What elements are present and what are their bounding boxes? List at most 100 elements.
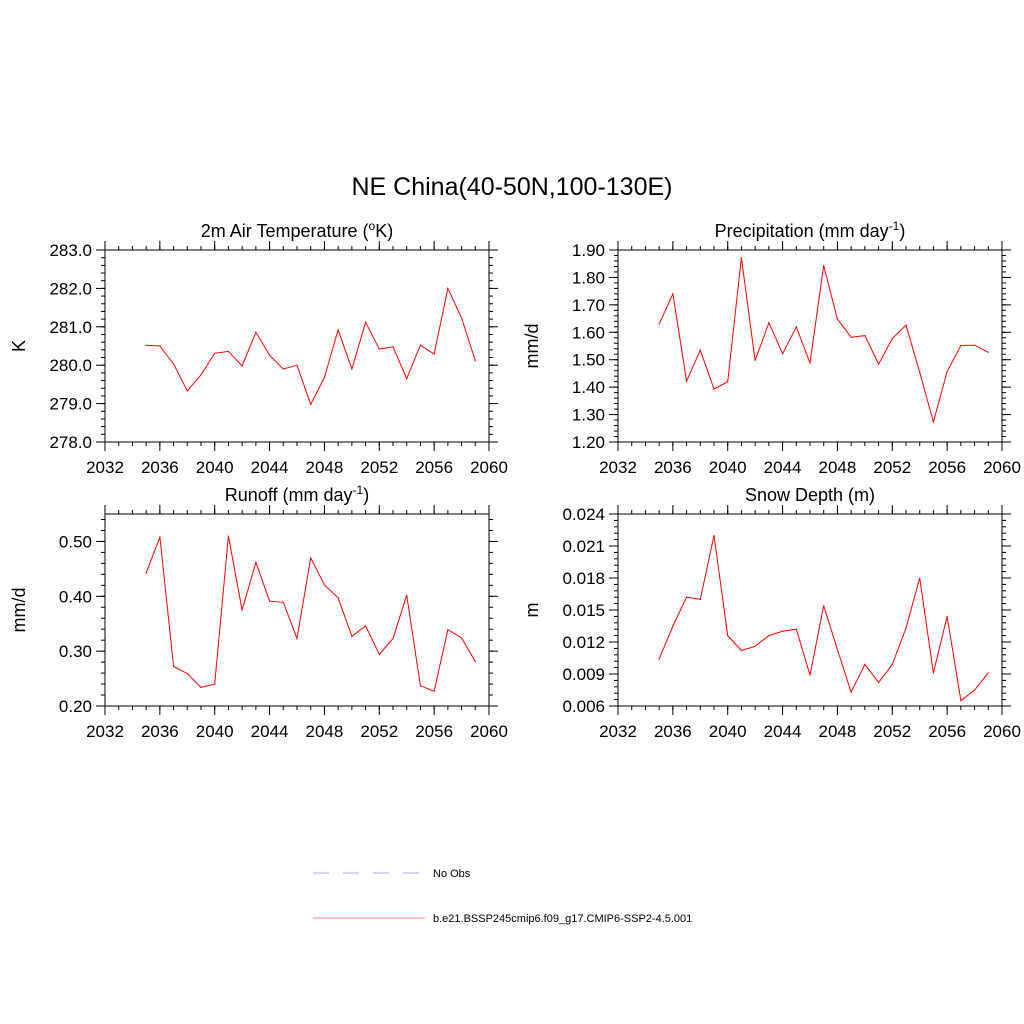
x-tick-label: 2060 [983,722,1021,741]
x-tick-label: 2060 [470,722,508,741]
y-tick-label: 281.0 [49,318,92,337]
panel-title: Precipitation (mm day-1) [715,219,906,241]
data-point [351,635,353,637]
data-point [795,628,797,630]
y-tick-label: 0.006 [562,697,605,716]
y-axis-label: K [9,340,29,352]
data-point [932,421,935,423]
x-tick-label: 2056 [415,458,453,477]
y-tick-label: 283.0 [49,241,92,260]
data-point [447,287,449,289]
panel-title: Runoff (mm day-1) [225,483,369,505]
x-tick-label: 2048 [306,458,344,477]
data-point [850,691,852,693]
data-point [891,663,893,666]
y-tick-label: 0.018 [562,569,605,588]
data-point [227,350,230,352]
data-point [864,334,866,337]
legend: No Obs b.e21.BSSP245cmip6.f09_g17.CMIP6-S… [313,868,692,925]
data-point [919,371,921,373]
data-point [781,630,784,632]
y-tick-label: 1.50 [572,351,605,370]
data-point [727,635,729,637]
panel-precipitation: Precipitation (mm day-1) mm/d 2032 2036 2040… [522,219,1021,477]
data-point [282,601,284,603]
y-tick-label: 0.40 [59,587,92,606]
y-tick-label: 1.20 [572,433,605,452]
x-tick-label: 2044 [764,722,802,741]
panel-runoff: Runoff (mm day-1) mm/d 2032 2036 2040 2044 204… [9,483,508,741]
data-point [378,348,380,350]
x-tick-label: 2040 [709,722,747,741]
data-point [433,690,435,692]
data-point [685,380,688,382]
data-point [159,536,161,538]
data-point [877,681,880,684]
y-tick-label: 278.0 [49,433,92,452]
x-tick-label: 2044 [764,458,802,477]
y-tick-label: 0.30 [59,642,92,661]
data-point [255,561,257,563]
y-axis-label: mm/d [522,324,542,369]
data-point [406,378,408,380]
data-point [699,349,701,351]
x-tick-label: 2040 [709,458,747,477]
data-point [460,317,463,319]
y-tick-label: 1.60 [572,323,605,342]
panel-title: Snow Depth (m) [745,485,875,505]
data-point [685,596,688,598]
y-axis-label: mm/d [9,588,29,633]
data-point [460,637,463,639]
x-tick-label: 2052 [360,722,398,741]
data-point [474,660,476,663]
data-point [241,365,243,367]
data-point [392,637,394,640]
x-tick-label: 2052 [360,458,398,477]
data-point [795,326,797,328]
x-tick-label: 2048 [819,458,857,477]
y-tick-label: 1.80 [572,268,605,287]
data-point [392,346,394,348]
x-tick-label: 2060 [983,458,1021,477]
y-tick-label: 1.70 [572,296,605,315]
x-tick-label: 2040 [196,722,234,741]
data-point [268,600,271,602]
x-tick-label: 2060 [470,458,508,477]
x-tick-label: 2036 [141,458,179,477]
data-point [987,672,989,674]
data-point [891,337,893,340]
legend-label: b.e21.BSSP245cmip6.f09_g17.CMIP6-SSP2-4.… [433,913,692,925]
data-point [337,329,339,331]
y-tick-label: 0.015 [562,601,605,620]
x-tick-label: 2044 [251,722,289,741]
x-tick-label: 2056 [928,458,966,477]
data-point [809,362,811,364]
data-point [946,370,948,373]
plot-frame [617,249,1003,443]
data-point [768,322,770,324]
series-line [146,286,476,406]
data-point [809,674,811,676]
x-tick-label: 2032 [599,458,637,477]
y-tick-label: 0.024 [562,505,605,524]
data-point [987,351,989,353]
data-point [159,345,161,347]
y-tick-label: 0.50 [59,532,92,551]
y-tick-label: 0.009 [562,665,605,684]
data-point [919,577,921,579]
data-point [474,359,476,362]
x-tick-label: 2056 [415,722,453,741]
y-tick-label: 0.021 [562,537,605,556]
data-point [740,649,743,652]
series-line [145,535,476,692]
x-tick-label: 2032 [86,722,124,741]
y-tick-label: 1.30 [572,406,605,425]
data-point [713,534,715,536]
data-point [672,293,674,295]
x-tick-label: 2052 [873,458,911,477]
data-point [973,344,976,346]
y-tick-label: 279.0 [49,395,92,414]
x-tick-label: 2052 [873,722,911,741]
panel-title: 2m Air Temperature (oK) [201,219,393,241]
y-axis-label: m [522,603,542,618]
